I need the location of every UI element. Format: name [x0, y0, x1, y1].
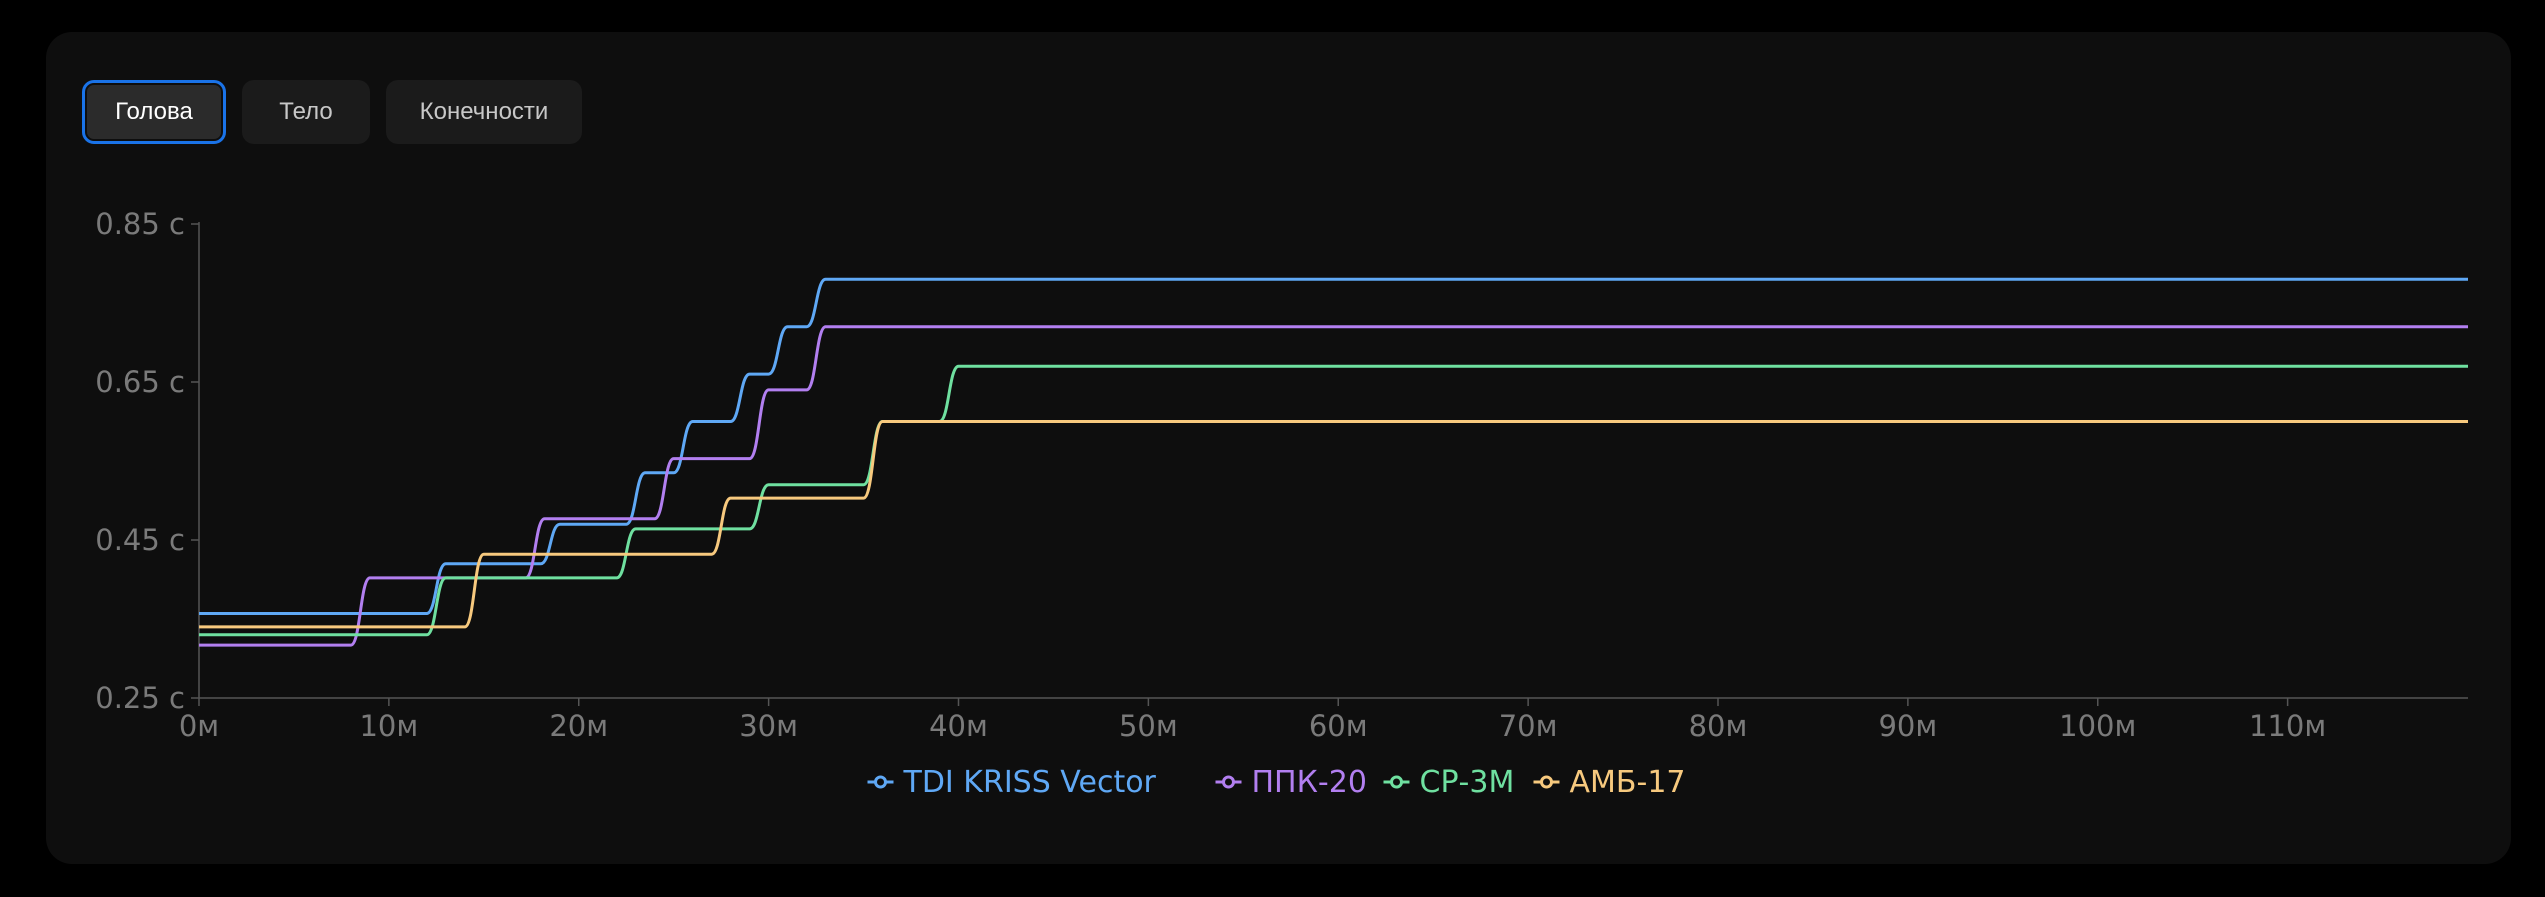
y-tick-label: 0.65 с — [95, 365, 185, 399]
tab-limbs[interactable]: Конечности — [386, 80, 582, 144]
tab-head[interactable]: Голова — [82, 80, 226, 144]
series-line-2 — [199, 364, 2468, 637]
x-tick-label: 30м — [739, 709, 798, 743]
legend-entry-3: АМБ-17 — [1570, 765, 1686, 800]
y-tick-label: 0.25 с — [95, 681, 185, 715]
x-tick-label: 0м — [179, 709, 219, 743]
legend-entry-2: СР-3М — [1420, 765, 1515, 800]
x-tick-label: 50м — [1119, 709, 1178, 743]
y-tick-label: 0.45 с — [95, 523, 185, 557]
x-tick-label: 10м — [359, 709, 418, 743]
tab-body[interactable]: Тело — [242, 80, 370, 144]
tab-bar: Голова Тело Конечности — [82, 80, 582, 144]
x-tick-label: 90м — [1878, 709, 1937, 743]
series-line-0 — [199, 277, 2468, 615]
legend-swatch-marker — [1222, 775, 1235, 789]
x-tick-label: 20м — [549, 709, 608, 743]
series-line-1 — [199, 325, 2468, 647]
x-tick-label: 60м — [1309, 709, 1368, 743]
legend-entry-0: TDI KRISS Vector — [903, 765, 1157, 800]
x-tick-label: 70м — [1499, 709, 1558, 743]
x-tick-label: 110м — [2249, 709, 2326, 743]
x-tick-label: 40м — [929, 709, 988, 743]
x-tick-label: 80м — [1689, 709, 1748, 743]
legend-swatch-marker — [874, 775, 887, 789]
series-line-3 — [199, 420, 2468, 629]
legend-swatch-marker — [1390, 775, 1403, 789]
y-tick-label: 0.85 с — [95, 207, 185, 241]
chart-card: Голова Тело Конечности — [46, 32, 2511, 864]
legend-entry-1: ППК-20 — [1252, 765, 1367, 800]
legend-swatch-marker — [1540, 775, 1553, 789]
x-tick-label: 100м — [2059, 709, 2136, 743]
